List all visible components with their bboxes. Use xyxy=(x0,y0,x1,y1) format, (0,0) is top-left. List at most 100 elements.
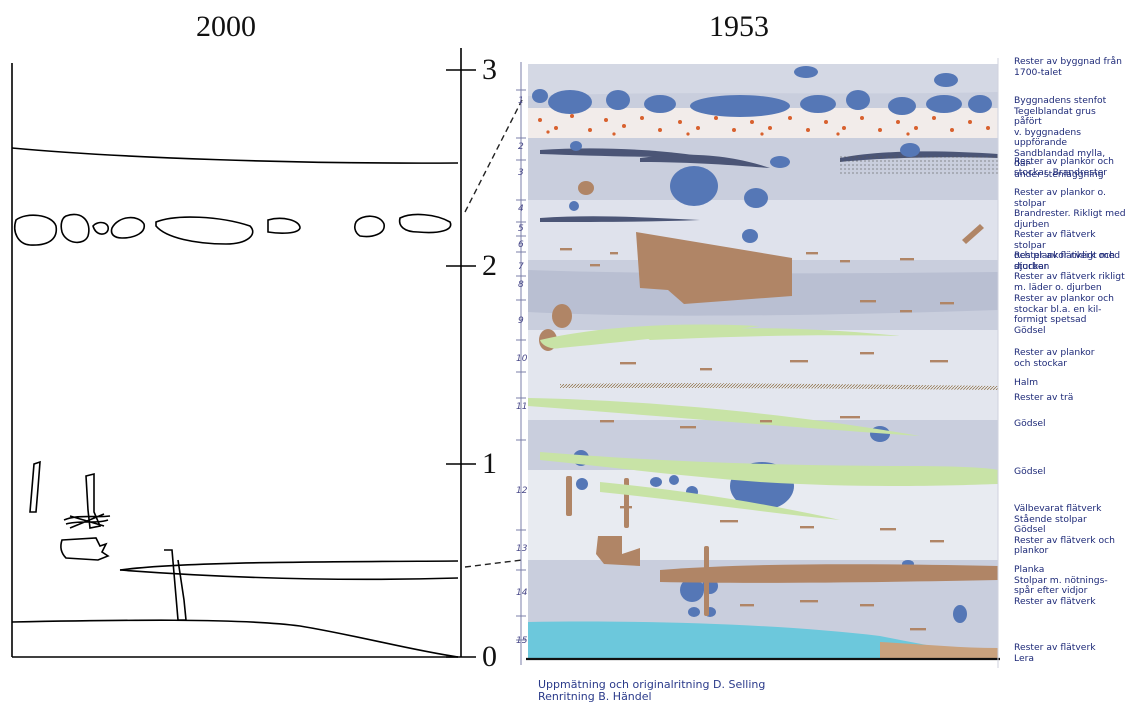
lower-layer-line-mid xyxy=(119,569,459,581)
legend-line: Stolpar m. nötnings- xyxy=(1014,574,1108,586)
legend-line: Rester av flätverk xyxy=(1014,595,1096,607)
layer-number-15: 15 xyxy=(516,636,528,646)
foundation-stone-5 xyxy=(155,216,254,245)
foundation-stone-7 xyxy=(354,215,385,238)
legend-line: Planka xyxy=(1014,564,1045,575)
connector-upper xyxy=(464,99,523,213)
connector-lines xyxy=(464,99,523,568)
foundation-stone-6 xyxy=(267,217,301,234)
legend-line: stockar xyxy=(1014,260,1048,272)
legend-line: formigt spetsad xyxy=(1014,314,1087,325)
foundation-stone-3 xyxy=(92,221,109,235)
large-timber xyxy=(636,232,792,304)
legend-line: och stockar xyxy=(1014,357,1068,369)
legend-line: Rester av flätverk och xyxy=(1014,534,1115,546)
legend-line: plankor xyxy=(1014,545,1049,556)
legend-line: stockar bl.a. en kil- xyxy=(1014,303,1102,315)
year-label-2000: 2000 xyxy=(196,10,256,43)
legend-line: Gödsel xyxy=(1014,418,1046,429)
legend-group-layer9: Rester av plankor och stockar bl.a. en k… xyxy=(1014,293,1126,336)
sand-speckle-layer xyxy=(840,156,998,176)
upper-layer-line xyxy=(11,147,459,164)
legend-line: djurben xyxy=(1014,218,1050,230)
legend-line: Brandrester. Rikligt med xyxy=(1014,208,1126,219)
wattle-bundle xyxy=(63,513,111,529)
foundation-stone-1 xyxy=(14,214,58,246)
legend-line: Byggnadens stenfot xyxy=(1014,95,1107,106)
legend-line: 1700-talet xyxy=(1014,66,1062,78)
layer-number-10: 10 xyxy=(516,354,528,364)
legend-line: Tegelblandat grus påfört xyxy=(1014,105,1096,127)
legend-line: Rester av flätverk stolpar xyxy=(1014,229,1096,251)
drawing-credits: Uppmätning och originalritning D. Sellin… xyxy=(538,679,765,703)
legend-group-layer10: Rester av plankor och stockar xyxy=(1014,347,1126,369)
legend-group-foundation: Byggnadens stenfot Tegelblandat grus påf… xyxy=(1014,95,1126,180)
legend-line: Rester av plankor och xyxy=(1014,156,1114,167)
foundation-stone-4 xyxy=(110,216,146,239)
legend-line: Stående stolpar xyxy=(1014,513,1087,525)
legend-line: Välbevarat flätverk xyxy=(1014,503,1102,514)
layer-number-11: 11 xyxy=(516,402,528,412)
legend-line: spår efter vidjor xyxy=(1014,585,1088,596)
lower-layer-line-top xyxy=(119,560,459,571)
foundation-stone-2 xyxy=(60,213,90,244)
depth-scale xyxy=(446,48,476,658)
legend-group-layer12-13: Välbevarat flätverk Stående stolpar Göds… xyxy=(1014,503,1126,557)
scale-label-2: 2 xyxy=(482,249,497,282)
credit-redrawing: Renritning B. Händel xyxy=(538,690,652,703)
foundation-stone-8 xyxy=(398,213,452,234)
brick-fragments xyxy=(538,114,990,136)
foundation-stones xyxy=(532,66,992,117)
legend-group-layer7-8: Rester av flätverk och stockar Rester av… xyxy=(1014,250,1126,293)
credit-measurement: Uppmätning och originalritning D. Sellin… xyxy=(538,678,766,691)
legend-group-layer3: Rester av plankor och stockar. Brandrest… xyxy=(1014,156,1126,178)
legend-line: Gödsel xyxy=(1014,466,1046,477)
layer-number-14: 14 xyxy=(516,588,528,598)
soil-light-band-1 xyxy=(528,200,998,260)
legend-line: under stenläggning xyxy=(1014,168,1104,180)
legend-line: Rester av flätverk xyxy=(1014,642,1096,653)
layer-number-8: 8 xyxy=(518,280,524,290)
legend-group-layer14: Planka Stolpar m. nötnings- spår efter v… xyxy=(1014,564,1126,607)
layer-number-13: 13 xyxy=(516,544,528,554)
legend-group-layer15: Rester av flätverk Lera xyxy=(1014,642,1126,664)
clay-bottom-brown xyxy=(880,642,998,660)
legend-line: och plankor rikligt med xyxy=(1014,250,1121,261)
year-label-1953: 1953 xyxy=(709,10,769,43)
legend-line: v. byggnadens uppförande xyxy=(1014,126,1082,148)
profile-1953 xyxy=(516,58,1000,668)
drawing-2000 xyxy=(11,63,459,658)
charcoal-streaks xyxy=(540,148,998,222)
straw-band xyxy=(560,383,998,390)
legend-line: Lera xyxy=(1014,652,1035,664)
post-center xyxy=(85,472,102,529)
legend-line: Rester av plankor och xyxy=(1014,293,1114,304)
legend-line: Rester av plankor xyxy=(1014,347,1095,358)
legend-group-straw: Halm xyxy=(1014,377,1126,389)
legend-line: Rester av flätverk och xyxy=(1014,250,1115,261)
scale-label-0: 0 xyxy=(482,640,497,673)
legend-line: m. läder o. djurben xyxy=(1014,281,1102,293)
legend-line: Gödsel xyxy=(1014,324,1046,336)
ruler-ticks xyxy=(516,89,526,641)
legend-group-wood: Rester av trä xyxy=(1014,392,1126,404)
legend-line: stockar. Brandrester xyxy=(1014,166,1108,178)
post-left xyxy=(29,460,41,513)
layer-number-6: 6 xyxy=(518,240,524,250)
legend-group-layer4-6: Rester av plankor o. stolpar Brandrester… xyxy=(1014,187,1126,272)
soil-top-band xyxy=(528,64,998,96)
layer-number-7: 7 xyxy=(518,262,524,272)
scale-label-3: 3 xyxy=(482,53,497,86)
wattle-fragment xyxy=(60,537,110,561)
manure-lenses xyxy=(528,324,998,520)
legend-line: Rester av byggnad från xyxy=(1014,56,1122,67)
legend-group-building: Rester av byggnad från 1700-talet xyxy=(1014,56,1126,78)
legend-line: Halm xyxy=(1014,377,1039,388)
legend-line: Rester av trä xyxy=(1014,392,1074,403)
layer-number-2: 2 xyxy=(518,142,524,152)
wood-block xyxy=(596,536,640,566)
layer-number-5: 5 xyxy=(518,224,524,234)
legend-group-manure-1: Gödsel xyxy=(1014,418,1126,430)
layer-number-3: 3 xyxy=(518,168,524,178)
connector-lower xyxy=(464,559,523,568)
